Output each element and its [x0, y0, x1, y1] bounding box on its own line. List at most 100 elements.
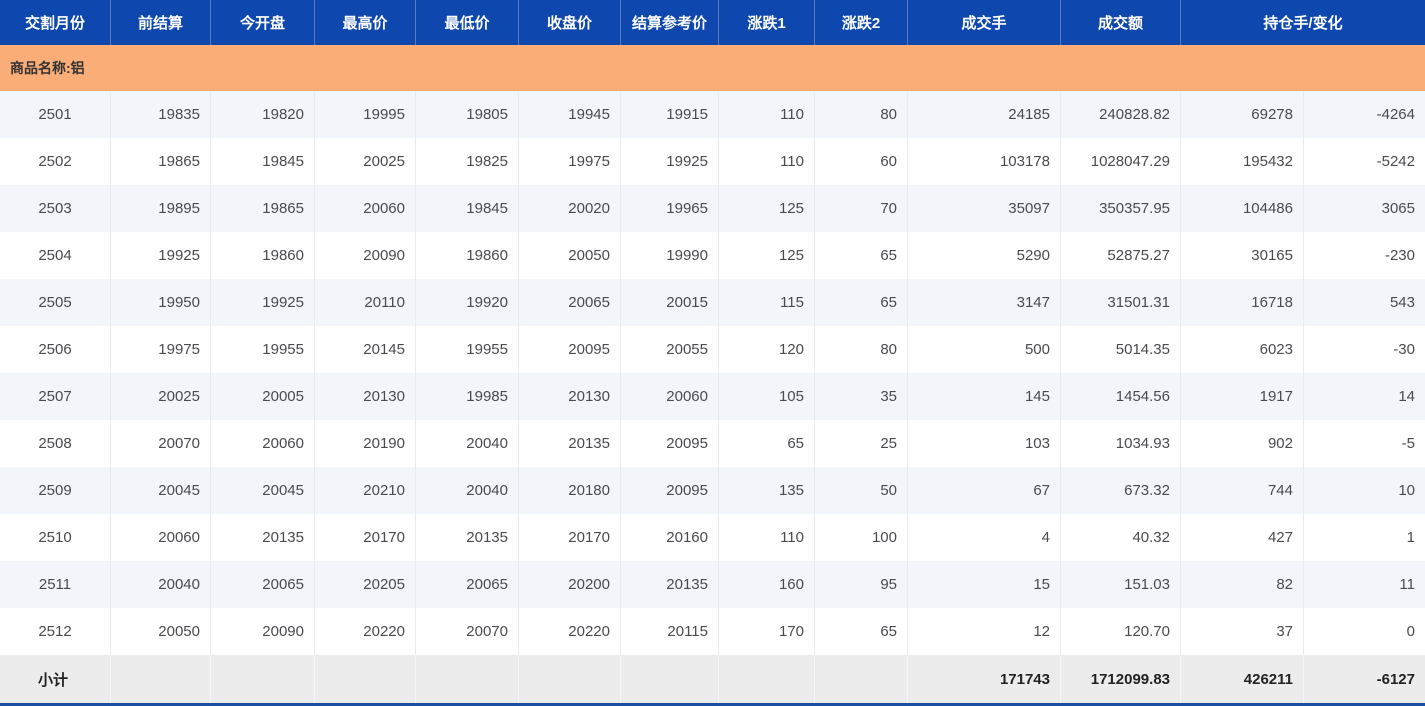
cell-low: 19955 — [415, 326, 518, 373]
cell-open-interest: 6023 — [1180, 326, 1303, 373]
cell-volume: 3147 — [907, 279, 1060, 326]
cell-open-interest: 69278 — [1180, 91, 1303, 138]
cell-change2: 65 — [814, 608, 907, 655]
cell-open: 20090 — [210, 608, 314, 655]
cell-prev-settlement: 20060 — [110, 514, 210, 561]
table-header-row: 交割月份 前结算 今开盘 最高价 最低价 收盘价 结算参考价 涨跌1 涨跌2 成交手 成交额 持仓手/… — [0, 0, 1425, 45]
cell-oi-change: 14 — [1303, 373, 1425, 420]
cell-low: 19825 — [415, 138, 518, 185]
cell-change2: 50 — [814, 467, 907, 514]
table-row: 2505 19950 19925 20110 19920 20065 20015 115 65 3… — [0, 279, 1425, 326]
cell-change1: 170 — [718, 608, 814, 655]
cell-prev-settlement: 19950 — [110, 279, 210, 326]
cell-close: 20200 — [518, 561, 620, 608]
cell-high: 20170 — [314, 514, 415, 561]
cell-turnover: 240828.82 — [1060, 91, 1180, 138]
cell-prev-settlement: 19975 — [110, 326, 210, 373]
cell-high: 20205 — [314, 561, 415, 608]
cell-delivery-month: 2506 — [38, 341, 72, 358]
cell-change2: 35 — [814, 373, 907, 420]
subtotal-row: 小计 171743 1712099.83 426211 -6127 — [0, 655, 1425, 703]
cell-low: 19920 — [415, 279, 518, 326]
cell-change1: 110 — [718, 91, 814, 138]
cell-oi-change: 3065 — [1303, 185, 1425, 232]
cell-oi-change: 11 — [1303, 561, 1425, 608]
cell-open-interest: 16718 — [1180, 279, 1303, 326]
subtotal-close — [518, 655, 620, 703]
cell-close: 20170 — [518, 514, 620, 561]
table-row: 2510 20060 20135 20170 20135 20170 20160 110 100… — [0, 514, 1425, 561]
table-row: 2501 19835 19820 19995 19805 19945 19915 110 80 2… — [0, 91, 1425, 138]
cell-turnover: 1028047.29 — [1060, 138, 1180, 185]
cell-open: 19820 — [210, 91, 314, 138]
cell-settlement-ref: 19915 — [620, 91, 718, 138]
column-header-volume: 成交手 — [907, 0, 1060, 45]
cell-settlement-ref: 20060 — [620, 373, 718, 420]
cell-open-interest: 195432 — [1180, 138, 1303, 185]
cell-settlement-ref: 19990 — [620, 232, 718, 279]
cell-close: 20095 — [518, 326, 620, 373]
cell-open-interest: 744 — [1180, 467, 1303, 514]
cell-change1: 105 — [718, 373, 814, 420]
cell-low: 20040 — [415, 420, 518, 467]
cell-high: 20145 — [314, 326, 415, 373]
cell-close: 19945 — [518, 91, 620, 138]
column-header-change2: 涨跌2 — [814, 0, 907, 45]
cell-low: 20040 — [415, 467, 518, 514]
cell-prev-settlement: 19865 — [110, 138, 210, 185]
cell-delivery-month: 2512 — [38, 623, 72, 640]
cell-change2: 60 — [814, 138, 907, 185]
cell-settlement-ref: 20115 — [620, 608, 718, 655]
cell-prev-settlement: 19835 — [110, 91, 210, 138]
cell-volume: 12 — [907, 608, 1060, 655]
cell-settlement-ref: 19965 — [620, 185, 718, 232]
cell-oi-change: 1 — [1303, 514, 1425, 561]
cell-volume: 4 — [907, 514, 1060, 561]
cell-settlement-ref: 20095 — [620, 420, 718, 467]
cell-settlement-ref: 20095 — [620, 467, 718, 514]
cell-close: 19975 — [518, 138, 620, 185]
cell-turnover: 5014.35 — [1060, 326, 1180, 373]
subtotal-change1 — [718, 655, 814, 703]
cell-close: 20065 — [518, 279, 620, 326]
cell-low: 19805 — [415, 91, 518, 138]
cell-oi-change: 543 — [1303, 279, 1425, 326]
commodity-group-row: 商品名称:铝 — [0, 45, 1425, 91]
table-row: 2503 19895 19865 20060 19845 20020 19965 125 70 3… — [0, 185, 1425, 232]
cell-high: 20060 — [314, 185, 415, 232]
cell-volume: 500 — [907, 326, 1060, 373]
cell-delivery-month: 2511 — [38, 576, 72, 593]
cell-prev-settlement: 20040 — [110, 561, 210, 608]
cell-turnover: 151.03 — [1060, 561, 1180, 608]
subtotal-high — [314, 655, 415, 703]
cell-high: 20090 — [314, 232, 415, 279]
column-header-oi-and-change: 持仓手/变化 — [1180, 0, 1425, 45]
cell-open: 19860 — [210, 232, 314, 279]
table-body: 2501 19835 19820 19995 19805 19945 19915 110 80 2… — [0, 91, 1425, 655]
cell-delivery-month: 2507 — [38, 388, 72, 405]
cell-close: 20050 — [518, 232, 620, 279]
cell-high: 20110 — [314, 279, 415, 326]
cell-close: 20135 — [518, 420, 620, 467]
cell-turnover: 52875.27 — [1060, 232, 1180, 279]
cell-turnover: 120.70 — [1060, 608, 1180, 655]
cell-oi-change: 10 — [1303, 467, 1425, 514]
cell-prev-settlement: 19925 — [110, 232, 210, 279]
cell-settlement-ref: 19925 — [620, 138, 718, 185]
cell-prev-settlement: 20025 — [110, 373, 210, 420]
subtotal-open-interest: 426211 — [1180, 655, 1303, 703]
column-header-prev-settlement: 前结算 — [110, 0, 210, 45]
cell-open-interest: 82 — [1180, 561, 1303, 608]
subtotal-oi-change: -6127 — [1303, 655, 1425, 703]
cell-close: 20180 — [518, 467, 620, 514]
cell-turnover: 1454.56 — [1060, 373, 1180, 420]
cell-settlement-ref: 20160 — [620, 514, 718, 561]
cell-open-interest: 37 — [1180, 608, 1303, 655]
cell-open: 20135 — [210, 514, 314, 561]
cell-delivery-month: 2510 — [38, 529, 72, 546]
cell-close: 20020 — [518, 185, 620, 232]
cell-open: 19955 — [210, 326, 314, 373]
cell-oi-change: -5 — [1303, 420, 1425, 467]
subtotal-turnover: 1712099.83 — [1060, 655, 1180, 703]
cell-turnover: 673.32 — [1060, 467, 1180, 514]
